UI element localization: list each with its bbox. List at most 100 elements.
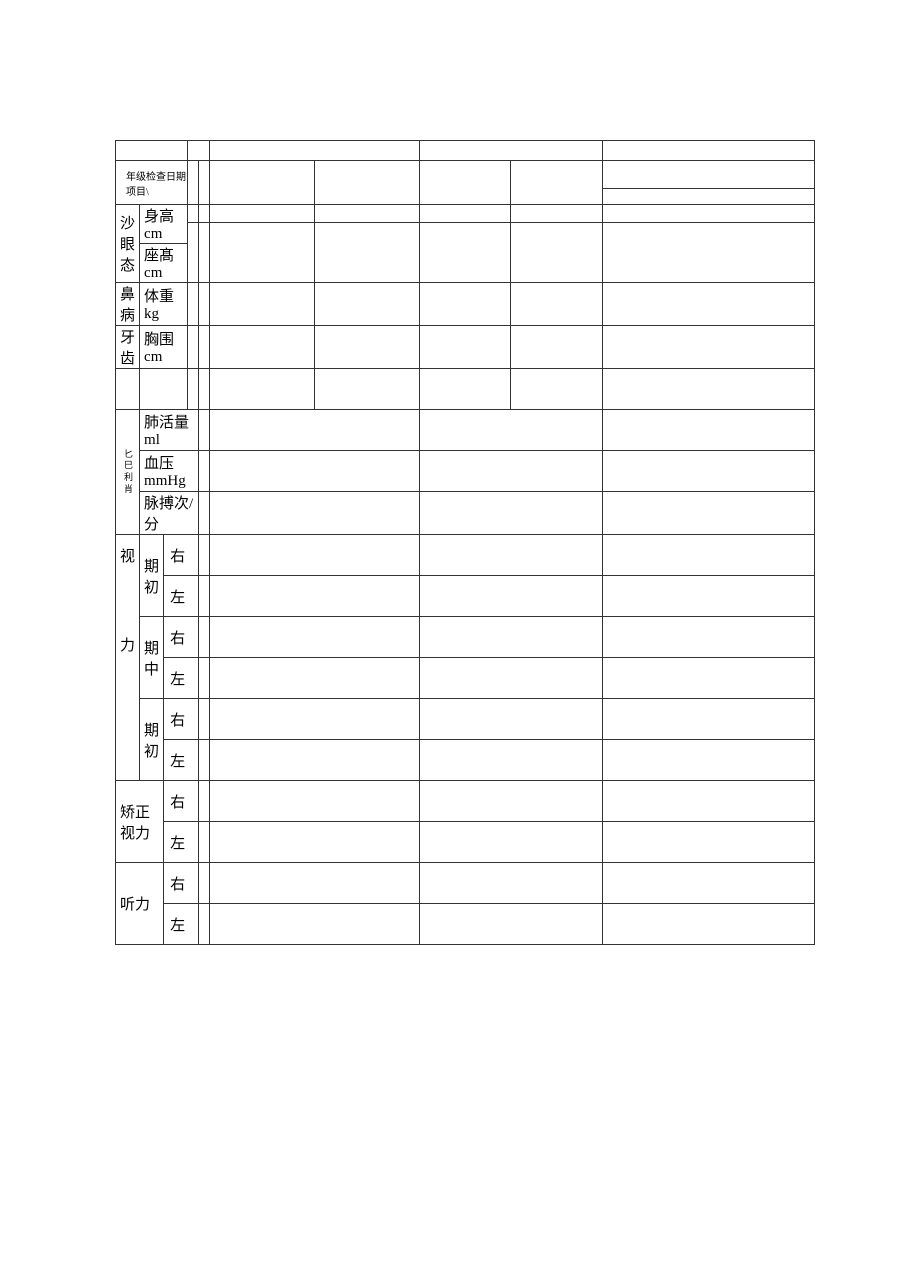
xw-2 (198, 326, 209, 369)
blank-a7 (419, 369, 511, 410)
lbl-xiongwei: 胸围cm (140, 326, 188, 369)
xy-4 (603, 451, 815, 492)
lbl-shili: 视力 (116, 535, 140, 781)
tl2-3 (419, 904, 603, 945)
lbl-tizhong: 体重kg (140, 283, 188, 326)
sl2-4 (603, 576, 815, 617)
hc-5 (419, 161, 511, 205)
tz-3 (209, 283, 314, 326)
lbl-yachi: 牙齿 (116, 326, 140, 369)
mb-4 (603, 492, 815, 535)
sg-7a (603, 205, 815, 223)
hc-4 (314, 161, 419, 205)
xw-4 (314, 326, 419, 369)
tl1-3 (419, 863, 603, 904)
blank-a2 (140, 369, 188, 410)
sl2-2 (209, 576, 419, 617)
tl-z: 左 (164, 904, 199, 945)
xw-3 (209, 326, 314, 369)
top-cell-1 (116, 141, 188, 161)
lbl-zuogao: 座髙cm (140, 244, 188, 283)
lbl-maibo: 脉搏次/分 (140, 492, 199, 535)
top-cell-5 (603, 141, 815, 161)
sl3-1 (198, 617, 209, 658)
sl-qz-z: 左 (164, 658, 199, 699)
xy-3 (419, 451, 603, 492)
blank-a4 (198, 369, 209, 410)
jz1-1 (198, 781, 209, 822)
hc-7b (603, 189, 815, 205)
lbl-tingli: 听力 (116, 863, 164, 945)
sg-5b (419, 223, 511, 283)
jz2-4 (603, 822, 815, 863)
header-label: 年级检查日期 项目\ (116, 161, 188, 205)
mb-1 (198, 492, 209, 535)
tl1-1 (198, 863, 209, 904)
sl6-4 (603, 740, 815, 781)
jz2-1 (198, 822, 209, 863)
sg-2b (198, 223, 209, 283)
tz-4 (314, 283, 419, 326)
lbl-qichu: 期初 (140, 535, 164, 617)
tz-2 (198, 283, 209, 326)
tz-7 (603, 283, 815, 326)
tl2-4 (603, 904, 815, 945)
tl2-1 (198, 904, 209, 945)
top-cell-4 (419, 141, 603, 161)
tz-5 (419, 283, 511, 326)
blank-a8 (511, 369, 603, 410)
fh-4 (603, 410, 815, 451)
sl6-2 (209, 740, 419, 781)
sl-qc2-y: 右 (164, 699, 199, 740)
sl1-1 (198, 535, 209, 576)
hc-7a (603, 161, 815, 189)
sg-1a (188, 205, 199, 223)
lbl-taiyu: 匕巳利肖 (116, 410, 140, 535)
xw-1 (188, 326, 199, 369)
page-container: 年级检查日期 项目\ 沙眼态 身高cm 座髙cm 鼻病 体重kg 牙齿 胸围cm (0, 0, 920, 945)
sl1-2 (209, 535, 419, 576)
sl6-1 (198, 740, 209, 781)
tz-6 (511, 283, 603, 326)
lbl-qizhong: 期中 (140, 617, 164, 699)
sl5-1 (198, 699, 209, 740)
blank-a3 (188, 369, 199, 410)
sl3-4 (603, 617, 815, 658)
blank-a9 (603, 369, 815, 410)
jz2-2 (209, 822, 419, 863)
fh-1 (198, 410, 209, 451)
sg-6b (511, 223, 603, 283)
health-table: 年级检查日期 项目\ 沙眼态 身高cm 座髙cm 鼻病 体重kg 牙齿 胸围cm (115, 140, 815, 945)
sl3-2 (209, 617, 419, 658)
xw-5 (419, 326, 511, 369)
jz1-2 (209, 781, 419, 822)
tl1-2 (209, 863, 419, 904)
sg-3a (209, 205, 314, 223)
sl4-1 (198, 658, 209, 699)
tl1-4 (603, 863, 815, 904)
xw-7 (603, 326, 815, 369)
sl5-3 (419, 699, 603, 740)
sl-qc-y: 右 (164, 535, 199, 576)
jz-y: 右 (164, 781, 199, 822)
jz-z: 左 (164, 822, 199, 863)
sg-3b (209, 223, 314, 283)
top-cell-2 (188, 141, 209, 161)
sl2-3 (419, 576, 603, 617)
hc-6 (511, 161, 603, 205)
jz1-4 (603, 781, 815, 822)
tz-1 (188, 283, 199, 326)
sg-4a (314, 205, 419, 223)
sg-4b (314, 223, 419, 283)
sg-6a (511, 205, 603, 223)
tl-y: 右 (164, 863, 199, 904)
blank-a5 (209, 369, 314, 410)
xy-1 (198, 451, 209, 492)
lbl-shengao: 身高cm (140, 205, 188, 244)
lbl-xueya: 血压mmHg (140, 451, 199, 492)
jz2-3 (419, 822, 603, 863)
sl3-3 (419, 617, 603, 658)
lbl-jiaozheng: 矫正视力 (116, 781, 164, 863)
tl2-2 (209, 904, 419, 945)
mb-2 (209, 492, 419, 535)
